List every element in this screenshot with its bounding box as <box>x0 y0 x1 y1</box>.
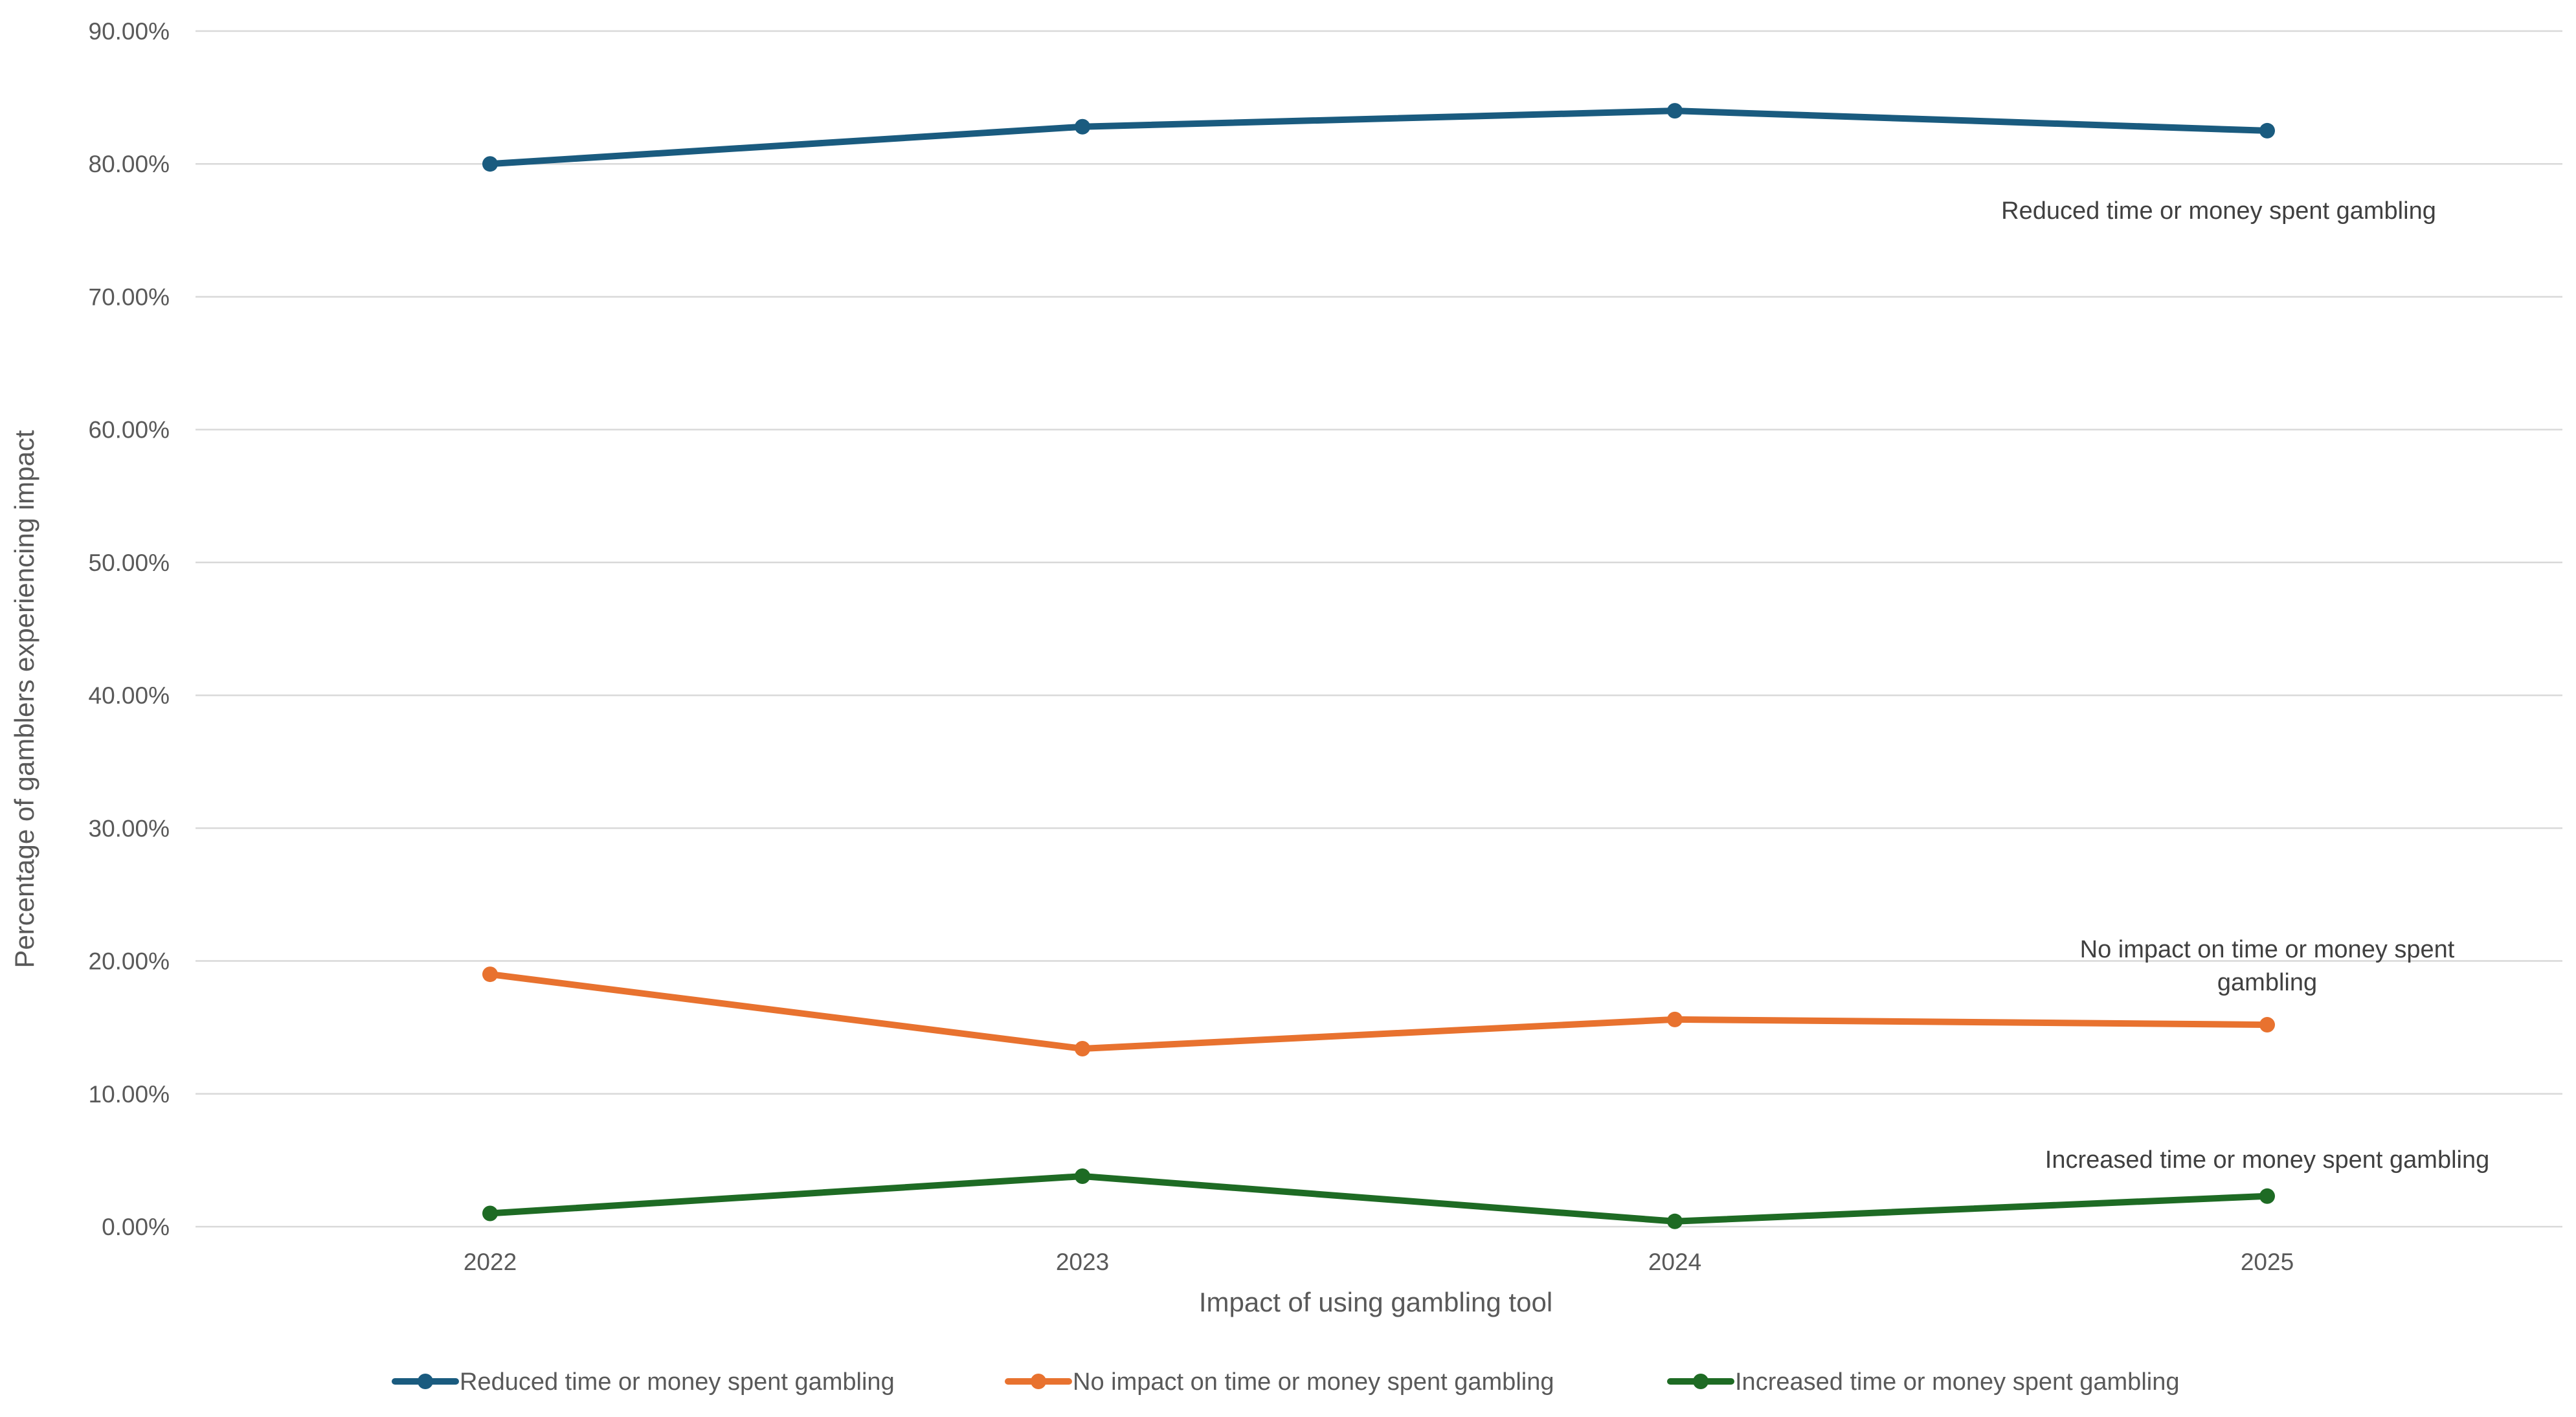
x-tick-label: 2024 <box>1648 1249 1701 1275</box>
series-line-2 <box>487 971 2270 1053</box>
data-point <box>2259 1188 2275 1204</box>
y-axis-title: Percentage of gamblers experiencing impa… <box>9 430 39 968</box>
data-point <box>482 966 498 983</box>
data-point <box>1667 1213 1683 1229</box>
x-axis-title: Impact of using gambling tool <box>1199 1287 1552 1317</box>
legend-label: Reduced time or money spent gambling <box>460 1368 895 1396</box>
series-line-1 <box>487 107 2270 168</box>
series-annotation: No impact on time or money spent <box>2080 936 2455 963</box>
x-tick-label: 2023 <box>1056 1249 1109 1275</box>
data-point <box>1075 1168 1090 1185</box>
data-point <box>482 156 498 172</box>
y-tick-label: 80.00% <box>89 151 170 177</box>
gridlines <box>196 30 2562 1228</box>
series-lines <box>482 103 2275 1229</box>
series-annotations: Reduced time or money spent gambling No i… <box>2001 197 2489 1174</box>
y-tick-label: 70.00% <box>89 284 170 310</box>
y-tick-label: 60.00% <box>89 417 170 443</box>
y-tick-label: 20.00% <box>89 948 170 975</box>
series-annotation: gambling <box>2217 969 2317 996</box>
series-annotation: Reduced time or money spent gambling <box>2001 197 2436 225</box>
data-point <box>1667 103 1683 119</box>
y-tick-label: 0.00% <box>102 1214 170 1240</box>
data-point <box>2259 1017 2275 1033</box>
y-tick-label: 40.00% <box>89 682 170 709</box>
legend-swatch-marker <box>1031 1374 1046 1389</box>
data-point <box>482 1205 498 1222</box>
legend-swatch-marker <box>418 1374 433 1389</box>
y-tick-label: 90.00% <box>89 18 170 45</box>
x-tick-label: 2022 <box>464 1249 517 1275</box>
data-point <box>1075 1041 1090 1057</box>
data-point <box>1667 1011 1683 1027</box>
x-axis-ticks: 2022 2023 2024 2025 <box>464 1249 2294 1275</box>
series-line-3 <box>487 1173 2270 1225</box>
legend-label: No impact on time or money spent gamblin… <box>1073 1368 1554 1396</box>
y-tick-label: 30.00% <box>89 815 170 842</box>
data-point <box>2259 122 2275 139</box>
series-annotation: Increased time or money spent gambling <box>2045 1146 2489 1174</box>
y-tick-label: 50.00% <box>89 550 170 576</box>
x-tick-label: 2025 <box>2241 1249 2294 1275</box>
legend: Reduced time or money spent gambling No i… <box>392 1368 2179 1396</box>
data-point <box>1075 118 1090 135</box>
legend-swatch-marker <box>1693 1374 1708 1389</box>
y-tick-label: 10.00% <box>89 1081 170 1108</box>
y-axis-ticks: 0.00% 10.00% 20.00% 30.00% 40.00% 50.00% 60.00… <box>89 18 170 1240</box>
legend-label: Increased time or money spent gambling <box>1735 1368 2179 1396</box>
